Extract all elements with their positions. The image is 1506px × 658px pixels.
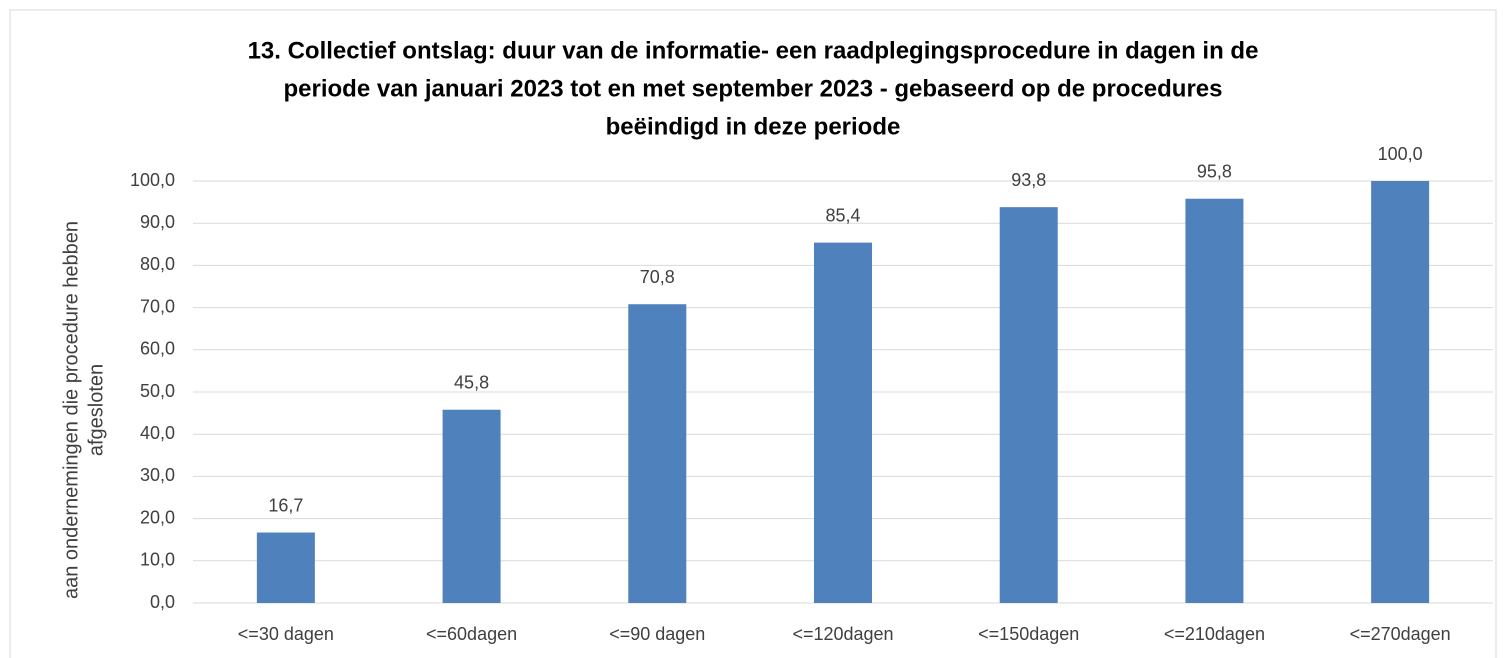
y-tick-label: 30,0 (140, 465, 175, 485)
x-tick-label: <=90 dagen (609, 624, 705, 644)
y-tick-label: 100,0 (130, 170, 175, 190)
x-tick-label: <=270dagen (1350, 624, 1451, 644)
y-tick-label: 40,0 (140, 423, 175, 443)
data-label: 85,4 (825, 205, 860, 225)
x-tick-label: <=120dagen (792, 624, 893, 644)
y-tick-label: 90,0 (140, 212, 175, 232)
bar (256, 532, 315, 603)
bar (1185, 198, 1244, 603)
chart-title: periode van januari 2023 tot en met sept… (284, 75, 1223, 102)
data-label: 45,8 (454, 372, 489, 392)
x-tick-label: <=150dagen (978, 624, 1079, 644)
y-tick-label: 10,0 (140, 550, 175, 570)
bar (442, 409, 501, 603)
y-tick-label: 70,0 (140, 296, 175, 316)
chart-title: 13. Collectief ontslag: duur van de info… (248, 37, 1259, 64)
data-label: 70,8 (640, 267, 675, 287)
bar (1371, 181, 1430, 603)
y-axis-label: afgesloten (85, 364, 107, 456)
bar (999, 207, 1058, 603)
data-label: 93,8 (1011, 170, 1046, 190)
data-label: 95,8 (1197, 161, 1232, 181)
chart-title: beëindigd in deze periode (606, 113, 901, 140)
y-axis-label: aan ondernemingen die procedure hebben (60, 221, 82, 599)
bar (814, 242, 872, 603)
x-tick-label: <=30 dagen (238, 624, 334, 644)
data-label: 16,7 (268, 495, 303, 515)
y-tick-label: 60,0 (140, 339, 175, 359)
x-tick-label: <=210dagen (1164, 624, 1265, 644)
data-label: 100,0 (1378, 144, 1423, 164)
y-tick-label: 0,0 (150, 592, 175, 612)
y-tick-label: 80,0 (140, 254, 175, 274)
y-tick-label: 50,0 (140, 381, 175, 401)
x-tick-label: <=60dagen (426, 624, 517, 644)
y-tick-label: 20,0 (140, 507, 175, 527)
bar (628, 304, 687, 603)
